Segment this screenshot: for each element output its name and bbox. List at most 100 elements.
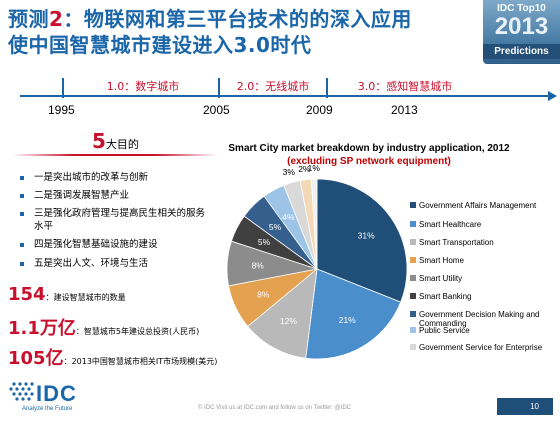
goals-heading: 5大目的 xyxy=(92,129,139,153)
legend-swatch xyxy=(410,311,416,317)
legend-label: Smart Banking xyxy=(419,292,472,301)
legend-label: Government Affairs Management xyxy=(419,201,537,210)
timeline-tick xyxy=(62,78,64,98)
title-number: 2 xyxy=(49,7,64,31)
pie-data-label: 4% xyxy=(282,212,295,222)
footer-text: © IDC Visit us at IDC.com and follow us … xyxy=(198,405,352,411)
stat-city-count: 154：建设智慧城市的数量 xyxy=(8,284,126,305)
legend-item: Smart Healthcare xyxy=(410,220,558,229)
chart-subtitle: (excluding SP network equipment) xyxy=(287,156,451,167)
pie-data-label: 31% xyxy=(358,231,375,241)
goals-count: 5 xyxy=(92,129,106,153)
bullet-icon xyxy=(20,176,24,180)
bullet-icon xyxy=(20,212,24,216)
stat-value: 1.1万亿 xyxy=(8,318,76,339)
stat-market-size: 105亿：2013中国智慧城市相关IT市场规模(美元) xyxy=(8,344,217,370)
legend-label: Smart Healthcare xyxy=(419,220,482,229)
goal-text: 一是突出城市的改革与创新 xyxy=(34,172,149,183)
timeline-year: 2005 xyxy=(203,103,230,117)
legend-label: Government Service for Enterprise xyxy=(419,343,543,352)
legend-item: Government Decision Making and Commandin… xyxy=(410,310,558,328)
title-line1-rest: ：物联网和第三平台技术的的深入应用 xyxy=(63,7,412,31)
legend-label: Smart Utility xyxy=(419,274,463,283)
badge-year: 2013 xyxy=(494,13,549,40)
legend-item: Government Service for Enterprise xyxy=(410,343,558,352)
stat-value: 105亿 xyxy=(8,348,64,369)
goal-text: 二是强调发展智慧产业 xyxy=(34,190,130,201)
legend-swatch xyxy=(410,239,416,245)
bullet-icon xyxy=(20,262,24,266)
pie-data-label: 8% xyxy=(252,260,265,270)
goal-text: 三是强化政府管理与提高民生相关的服务水平 xyxy=(34,208,206,232)
goal-item: 二是强调发展智慧产业 xyxy=(20,189,224,202)
legend-swatch xyxy=(410,257,416,263)
pie-data-label: 5% xyxy=(258,237,271,247)
timeline-year: 2009 xyxy=(306,103,333,117)
goal-item: 三是强化政府管理与提高民生相关的服务水平 xyxy=(20,207,209,233)
timeline-era-1: 1.0：数字城市 xyxy=(106,80,180,93)
legend-swatch xyxy=(410,202,416,208)
idc-logo-text: IDC xyxy=(36,381,77,406)
stat-investment: 1.1万亿：智慧城市5年建设总投资(人民币) xyxy=(8,314,199,340)
pie-slice xyxy=(310,178,318,270)
goals-divider xyxy=(12,154,217,156)
pie-data-label: 21% xyxy=(339,315,356,325)
title-prefix: 预测 xyxy=(8,7,49,31)
badge-line1: IDC Top10 xyxy=(497,3,546,14)
pie-slice xyxy=(316,178,408,303)
legend-item: Smart Utility xyxy=(410,274,558,283)
pie-data-label: 3% xyxy=(283,167,296,177)
timeline-tick xyxy=(326,78,328,98)
pie-data-label: 2% xyxy=(298,164,311,174)
legend-swatch xyxy=(410,275,416,281)
page-title: 预测2：物联网和第三平台技术的的深入应用 使中国智慧城市建设进入3.0时代 xyxy=(8,6,448,58)
legend-label: Government Decision Making and Commandin… xyxy=(419,310,540,328)
page-number: 10 xyxy=(497,398,553,415)
idc-tagline: Analyze the Future xyxy=(22,406,73,412)
timeline-era-2: 2.0：无线城市 xyxy=(236,80,310,93)
goal-text: 四是强化智慧基础设施的建设 xyxy=(34,239,158,250)
legend-item: Government Affairs Management xyxy=(410,201,558,210)
pie-slice xyxy=(247,268,318,359)
stat-value: 154 xyxy=(8,284,46,305)
legend-label: Public Service xyxy=(419,326,470,335)
goal-item: 四是强化智慧基础设施的建设 xyxy=(20,238,224,251)
goals-label: 大目的 xyxy=(105,138,139,151)
timeline-axis xyxy=(20,95,552,97)
legend-item: Smart Banking xyxy=(410,292,558,301)
legend-swatch xyxy=(410,327,416,333)
pie-data-label: 5% xyxy=(269,222,282,232)
timeline-arrow-icon xyxy=(548,91,557,101)
legend-swatch xyxy=(410,221,416,227)
stat-desc: ：建设智慧城市的数量 xyxy=(45,293,126,302)
goal-item: 五是突出人文、环境与生活 xyxy=(20,257,224,270)
timeline-tick xyxy=(218,78,220,98)
legend-item: Public Service xyxy=(410,326,558,335)
legend-label: Smart Transportation xyxy=(419,238,494,247)
legend-item: Smart Transportation xyxy=(410,238,558,247)
goal-item: 一是突出城市的改革与创新 xyxy=(20,171,224,184)
timeline-era-3: 3.0：感知智慧城市 xyxy=(357,80,453,93)
bullet-icon xyxy=(20,194,24,198)
badge-predictions: Predictions xyxy=(483,44,560,59)
idc-top10-badge: IDC Top10 2013 Predictions xyxy=(483,0,560,64)
timeline-year: 2013 xyxy=(391,103,418,117)
pie-chart: 31%21%12%8%8%5%5%4%3% 2%1% xyxy=(226,163,408,360)
legend-swatch xyxy=(410,293,416,299)
pie-data-label: 1% xyxy=(308,163,321,173)
legend-swatch xyxy=(410,344,416,350)
goal-text: 五是突出人文、环境与生活 xyxy=(34,258,149,269)
pie-data-label: 12% xyxy=(280,316,297,326)
pie-slice xyxy=(305,268,402,360)
legend-item: Smart Home xyxy=(410,256,558,265)
bullet-icon xyxy=(20,243,24,247)
timeline-year: 1995 xyxy=(48,103,75,117)
idc-logo-icon xyxy=(9,382,34,401)
legend-label: Smart Home xyxy=(419,256,464,265)
pie-data-label: 8% xyxy=(257,289,270,299)
chart-title: Smart City market breakdown by industry … xyxy=(228,143,510,154)
title-line2: 使中国智慧城市建设进入3.0时代 xyxy=(8,33,312,57)
stat-desc: ：2013中国智慧城市相关IT市场规模(美元) xyxy=(63,357,218,366)
stat-desc: ：智慧城市5年建设总投资(人民币) xyxy=(75,327,200,336)
